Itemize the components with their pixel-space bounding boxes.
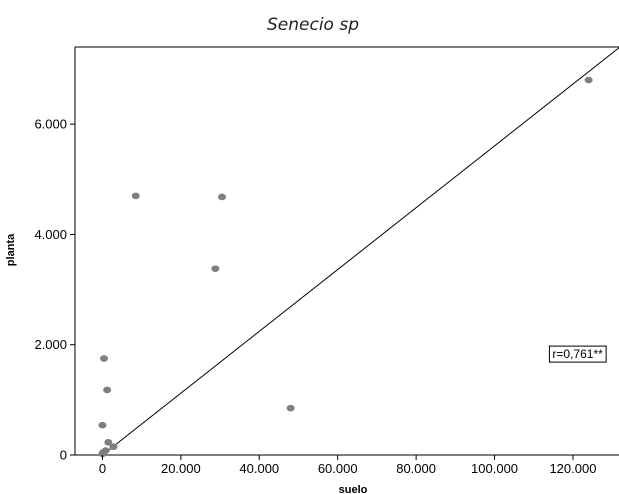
y-tick-label: 6.000 [34, 117, 67, 132]
plot-area [74, 46, 619, 456]
x-tick-label: 0 [99, 461, 106, 476]
data-point-1 [584, 76, 593, 84]
data-point-9 [104, 439, 113, 446]
y-tick-label: 4.000 [34, 227, 67, 242]
y-axis-label: planta [5, 233, 17, 266]
x-tick-label: 60.000 [318, 461, 358, 476]
x-tick-label: 120.000 [549, 461, 596, 476]
y-tick-label: 0 [60, 448, 67, 463]
data-point-5 [286, 404, 295, 412]
x-tick-label: 100.000 [471, 461, 518, 476]
x-tick-label: 20.000 [161, 461, 201, 476]
x-tick-label: 80.000 [396, 461, 436, 476]
x-axis-label: suelo [339, 484, 368, 494]
data-point-3 [218, 193, 227, 201]
chart-title: Senecio sp [267, 15, 359, 35]
data-point-2 [131, 192, 140, 200]
data-point-13 [98, 450, 107, 458]
data-point-6 [100, 355, 109, 362]
data-point-4 [211, 265, 220, 272]
y-tick-label: 2.000 [34, 337, 67, 352]
x-tick-label: 40.000 [239, 461, 279, 476]
correlation-annotation: r=0,761** [552, 347, 603, 361]
regression-line [102, 47, 619, 456]
correlation-annotation-box [548, 345, 607, 363]
data-point-10 [109, 443, 118, 451]
data-point-8 [98, 421, 107, 429]
data-point-7 [103, 386, 112, 394]
